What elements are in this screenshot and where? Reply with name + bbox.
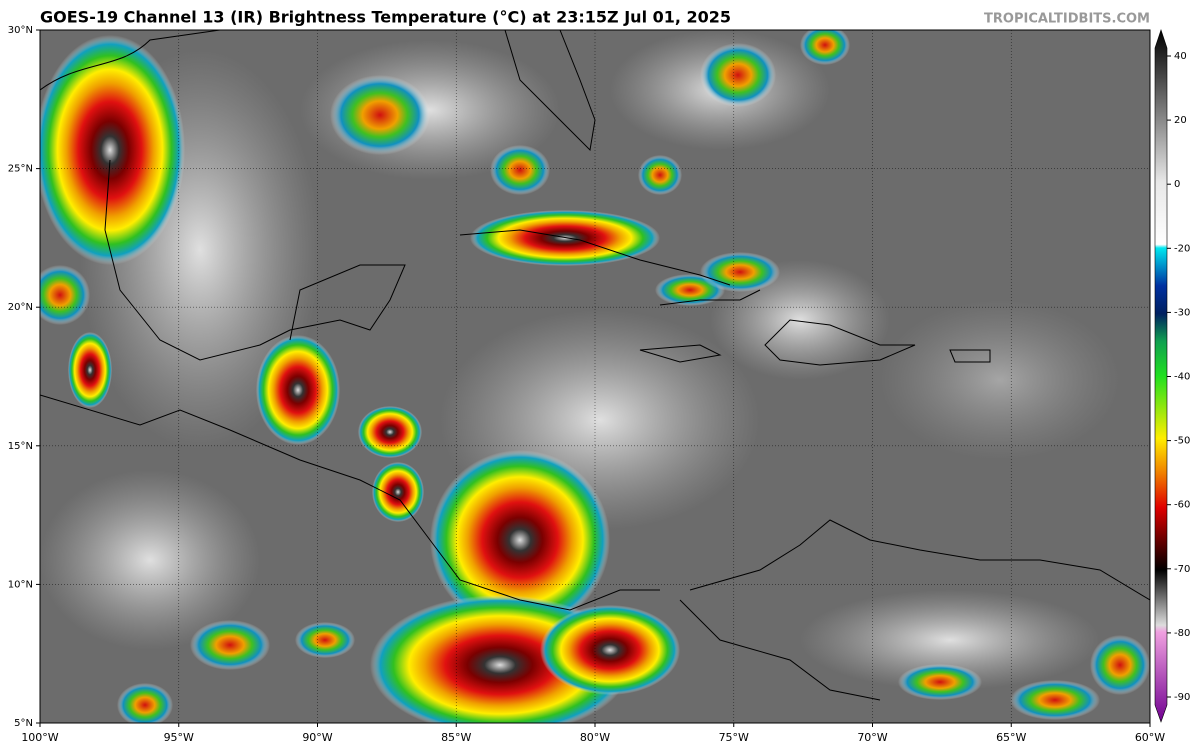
colorbar-tick-label: -60 [1174, 500, 1190, 511]
lat-tick-label: 10°N [8, 579, 33, 590]
colorbar-tick-label: 40 [1174, 51, 1187, 62]
colorbar-tick-label: -50 [1174, 436, 1190, 447]
lon-tick-label: 60°W [1135, 731, 1165, 744]
colorbar-tick-label: -70 [1174, 564, 1190, 575]
credit: TROPICALTIDBITS.COM [984, 12, 1150, 27]
colorbar-tick-label: -30 [1174, 307, 1190, 318]
colorbar-tick-label: -40 [1174, 372, 1190, 383]
lon-tick-label: 80°W [580, 731, 610, 744]
colorbar [1154, 29, 1168, 723]
colorbar-tick-label: -80 [1174, 628, 1190, 639]
coastlines [40, 30, 1150, 701]
lon-tick-label: 65°W [996, 731, 1026, 744]
storms [40, 30, 1150, 723]
grid [40, 30, 1150, 723]
lon-tick-label: 95°W [164, 731, 194, 744]
lon-tick-label: 70°W [857, 731, 887, 744]
title: GOES-19 Channel 13 (IR) Brightness Tempe… [40, 8, 731, 27]
lat-tick-label: 20°N [8, 302, 33, 313]
lon-tick-label: 75°W [719, 731, 749, 744]
colorbar-tick-label: 20 [1174, 115, 1187, 126]
lat-tick-label: 25°N [8, 164, 33, 175]
colorbar-tick-label: 0 [1174, 179, 1180, 190]
imagery [40, 30, 1150, 723]
lat-tick-label: 15°N [8, 441, 33, 452]
lon-tick-label: 100°W [21, 731, 58, 744]
colorbar-tick-label: -90 [1174, 692, 1190, 703]
lon-tick-label: 90°W [302, 731, 332, 744]
colorbar-tick-label: -20 [1174, 243, 1190, 254]
lon-tick-label: 85°W [441, 731, 471, 744]
lat-tick-label: 30°N [8, 25, 33, 36]
lat-tick-label: 5°N [14, 718, 33, 729]
